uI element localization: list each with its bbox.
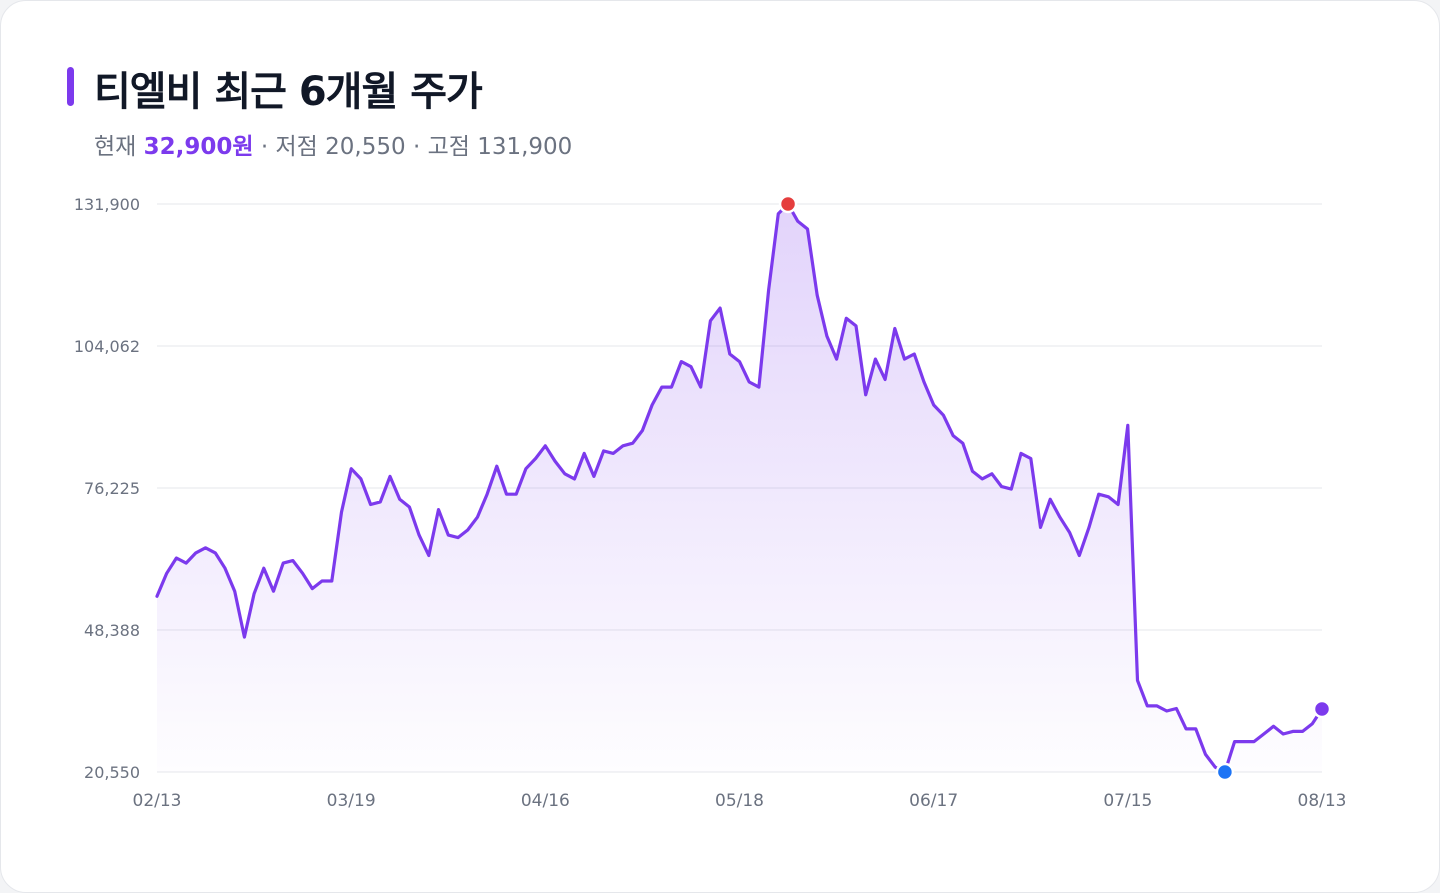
y-tick-label: 104,062 <box>74 337 140 356</box>
y-tick-label: 48,388 <box>84 621 140 640</box>
chart-subtitle: 현재 32,900원 · 저점 20,550 · 고점 131,900 <box>94 127 572 161</box>
low-point-marker <box>1215 762 1235 782</box>
x-tick-label: 05/18 <box>715 791 764 811</box>
x-tick-label: 06/17 <box>909 791 958 811</box>
x-tick-label: 03/19 <box>327 791 376 811</box>
y-tick-label: 76,225 <box>84 479 140 498</box>
low-value: 20,550 <box>325 134 406 160</box>
separator-2: · <box>412 134 421 160</box>
x-tick-label: 08/13 <box>1298 791 1347 811</box>
price-area-fill <box>157 204 1322 772</box>
separator-1: · <box>260 134 269 160</box>
current-label: 현재 <box>94 134 137 160</box>
high-point-marker <box>778 194 798 214</box>
x-tick-label: 04/16 <box>521 791 570 811</box>
x-tick-label: 02/13 <box>133 791 182 811</box>
y-tick-label: 20,550 <box>84 763 140 782</box>
current-point-marker <box>1312 699 1332 719</box>
low-label: 저점 <box>275 134 318 160</box>
current-price: 32,900원 <box>143 134 254 160</box>
price-line <box>155 202 1324 774</box>
y-tick-label: 131,900 <box>74 195 140 214</box>
chart-title: 티엘비 최근 6개월 주가 <box>94 69 483 115</box>
x-tick-label: 07/15 <box>1103 791 1152 811</box>
high-label: 고점 <box>427 134 470 160</box>
high-value: 131,900 <box>477 134 573 160</box>
title-accent-bar <box>67 67 74 106</box>
